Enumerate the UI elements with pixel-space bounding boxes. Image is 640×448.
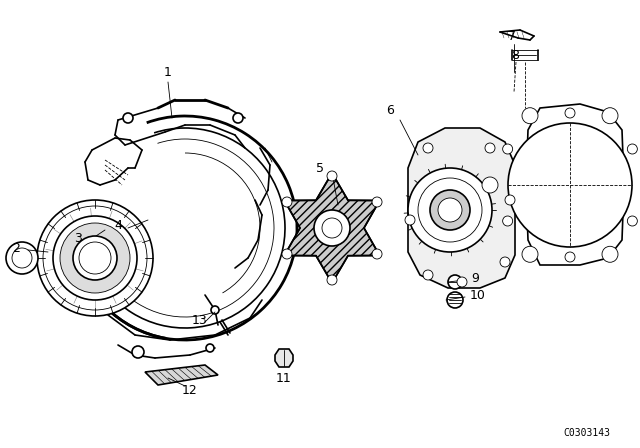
- Circle shape: [79, 242, 111, 274]
- Circle shape: [565, 108, 575, 118]
- Circle shape: [565, 252, 575, 262]
- Circle shape: [282, 249, 292, 259]
- Circle shape: [502, 144, 513, 154]
- Circle shape: [282, 197, 292, 207]
- Circle shape: [43, 206, 147, 310]
- Text: 2: 2: [12, 241, 20, 254]
- Circle shape: [12, 248, 32, 268]
- Text: 6: 6: [386, 103, 394, 116]
- Polygon shape: [145, 365, 218, 385]
- Circle shape: [60, 223, 130, 293]
- Circle shape: [602, 246, 618, 262]
- Circle shape: [485, 143, 495, 153]
- Circle shape: [500, 257, 510, 267]
- Circle shape: [211, 306, 219, 314]
- Circle shape: [522, 108, 538, 124]
- Circle shape: [508, 123, 632, 247]
- Text: 5: 5: [316, 161, 324, 175]
- Polygon shape: [275, 349, 293, 367]
- Circle shape: [327, 171, 337, 181]
- Circle shape: [423, 143, 433, 153]
- Circle shape: [206, 344, 214, 352]
- Circle shape: [502, 216, 513, 226]
- Circle shape: [418, 178, 482, 242]
- Circle shape: [627, 216, 637, 226]
- Circle shape: [482, 177, 498, 193]
- Text: C0303143: C0303143: [563, 428, 610, 438]
- Circle shape: [430, 190, 470, 230]
- Circle shape: [327, 275, 337, 285]
- Text: 12: 12: [182, 383, 198, 396]
- Circle shape: [233, 113, 243, 123]
- Text: 9: 9: [471, 271, 479, 284]
- Text: 3: 3: [74, 232, 82, 245]
- Text: 4: 4: [114, 219, 122, 232]
- Text: 11: 11: [276, 371, 292, 384]
- Circle shape: [276, 350, 292, 366]
- Circle shape: [73, 236, 117, 280]
- Circle shape: [627, 144, 637, 154]
- Circle shape: [522, 246, 538, 262]
- Circle shape: [438, 198, 462, 222]
- Circle shape: [6, 242, 38, 274]
- Circle shape: [37, 200, 153, 316]
- Circle shape: [457, 277, 467, 287]
- Polygon shape: [526, 104, 624, 265]
- Text: 8: 8: [511, 48, 519, 61]
- Circle shape: [372, 249, 382, 259]
- Circle shape: [602, 108, 618, 124]
- Text: 13: 13: [192, 314, 208, 327]
- Circle shape: [408, 168, 492, 252]
- Circle shape: [447, 292, 463, 308]
- Circle shape: [372, 197, 382, 207]
- Polygon shape: [284, 173, 380, 283]
- Circle shape: [322, 218, 342, 238]
- Circle shape: [280, 354, 288, 362]
- Circle shape: [123, 113, 133, 123]
- Circle shape: [423, 270, 433, 280]
- Circle shape: [405, 215, 415, 225]
- Text: 10: 10: [470, 289, 486, 302]
- Circle shape: [505, 195, 515, 205]
- Circle shape: [448, 275, 462, 289]
- Polygon shape: [408, 128, 515, 288]
- Text: 7: 7: [508, 30, 516, 43]
- Circle shape: [314, 210, 350, 246]
- Text: 1: 1: [164, 65, 172, 78]
- Circle shape: [132, 346, 144, 358]
- Circle shape: [53, 216, 137, 300]
